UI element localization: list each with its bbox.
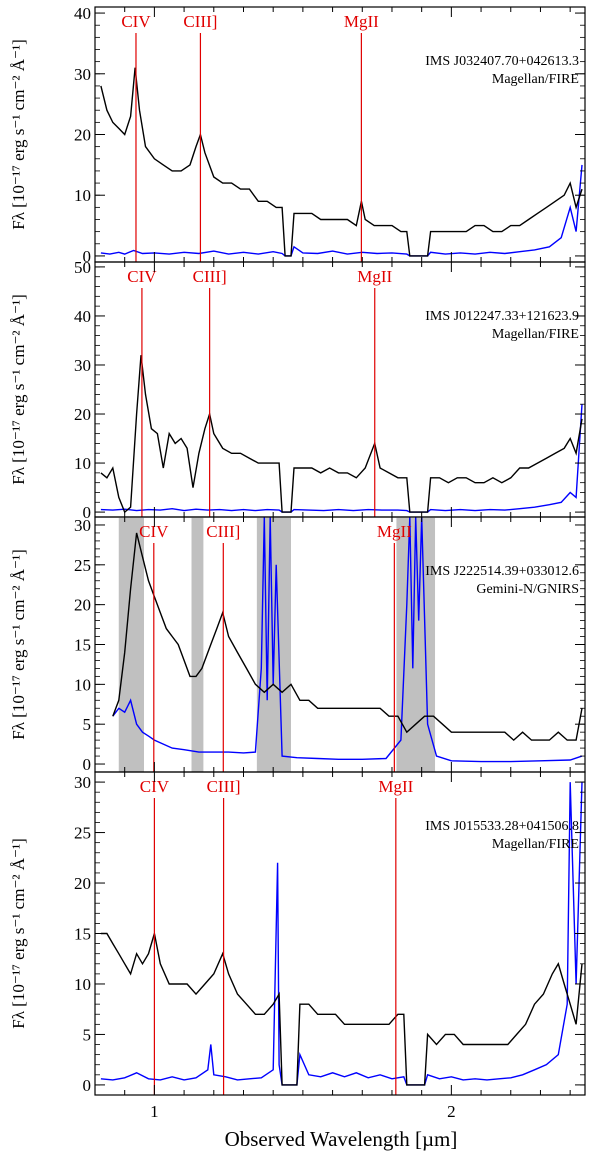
emission-line-label: CIV	[121, 12, 151, 31]
y-tick-label: 30	[74, 516, 91, 535]
y-tick-label: 10	[74, 675, 91, 694]
y-axis-label: Fλ [10⁻¹⁷ erg s⁻¹ cm⁻² Å⁻¹]	[9, 39, 28, 230]
panels: CIV CIII] MgII IMS J032407.70+042613.3 Magel…	[74, 4, 585, 1121]
panel-frame	[95, 517, 585, 772]
y-tick-label: 40	[74, 307, 91, 326]
y-tick-label: 5	[83, 715, 92, 734]
y-tick-label: 30	[74, 773, 91, 792]
noise-line	[113, 517, 582, 762]
telluric-band	[119, 517, 144, 772]
spectrum-line	[101, 355, 582, 512]
y-tick-label: 20	[74, 405, 91, 424]
y-tick-label: 25	[74, 556, 91, 575]
emission-line-label: CIV	[127, 267, 157, 286]
telluric-band	[192, 517, 204, 772]
y-axis-label: Fλ [10⁻¹⁷ erg s⁻¹ cm⁻² Å⁻¹]	[9, 294, 28, 485]
emission-line-label: MgII	[377, 522, 412, 541]
y-axis-label: Fλ [10⁻¹⁷ erg s⁻¹ cm⁻² Å⁻¹]	[9, 838, 28, 1029]
instrument-name: Magellan/FIRE	[492, 837, 579, 852]
x-tick-label: 1	[150, 1102, 159, 1121]
spectrum-line	[101, 68, 582, 256]
y-tick-label: 25	[74, 824, 91, 843]
instrument-name: Magellan/FIRE	[492, 327, 579, 342]
instrument-name: Magellan/FIRE	[492, 72, 579, 87]
y-tick-label: 5	[83, 1025, 92, 1044]
instrument-name: Gemini-N/GNIRS	[476, 582, 579, 597]
emission-line-label: CIII]	[207, 777, 241, 796]
panel-frame	[95, 262, 585, 517]
y-tick-label: 10	[74, 454, 91, 473]
x-axis-label: Observed Wavelength [µm]	[225, 1127, 458, 1151]
y-tick-label: 20	[74, 126, 91, 145]
emission-line-label: MgII	[378, 777, 413, 796]
x-tick-label: 2	[447, 1102, 456, 1121]
object-name: IMS J222514.39+033012.6	[425, 564, 579, 579]
y-tick-label: 15	[74, 925, 91, 944]
y-axis-label: Fλ [10⁻¹⁷ erg s⁻¹ cm⁻² Å⁻¹]	[9, 549, 28, 740]
object-name: IMS J015533.28+041506.8	[425, 819, 579, 834]
y-tick-label: 40	[74, 4, 91, 23]
y-tick-label: 10	[74, 975, 91, 994]
y-tick-label: 10	[74, 186, 91, 205]
y-tick-label: 0	[83, 755, 92, 774]
y-tick-label: 20	[74, 874, 91, 893]
object-name: IMS J012247.33+121623.9	[425, 309, 579, 324]
y-tick-label: 20	[74, 596, 91, 615]
y-tick-label: 0	[83, 1076, 92, 1095]
emission-line-label: CIII]	[183, 12, 217, 31]
noise-line	[101, 404, 582, 512]
spectrum-line	[101, 934, 582, 1085]
y-tick-label: 15	[74, 636, 91, 655]
panel-frame	[95, 7, 585, 262]
telluric-band	[396, 517, 435, 772]
emission-line-label: MgII	[344, 12, 379, 31]
object-name: IMS J032407.70+042613.3	[425, 54, 579, 69]
y-tick-label: 30	[74, 65, 91, 84]
y-tick-label: 50	[74, 258, 91, 277]
emission-line-label: CIII]	[193, 267, 227, 286]
emission-line-label: MgII	[357, 267, 392, 286]
panel-2: CIV CIII] MgII IMS J012247.33+121623.9 Magel…	[74, 258, 585, 522]
emission-line-label: CIII]	[206, 522, 240, 541]
panel-1: CIV CIII] MgII IMS J032407.70+042613.3 Magel…	[74, 4, 585, 266]
y-tick-label: 30	[74, 356, 91, 375]
y-axis-labels: Fλ [10⁻¹⁷ erg s⁻¹ cm⁻² Å⁻¹] Fλ [10⁻¹⁷ erg…	[9, 39, 28, 1029]
noise-line	[101, 165, 582, 256]
